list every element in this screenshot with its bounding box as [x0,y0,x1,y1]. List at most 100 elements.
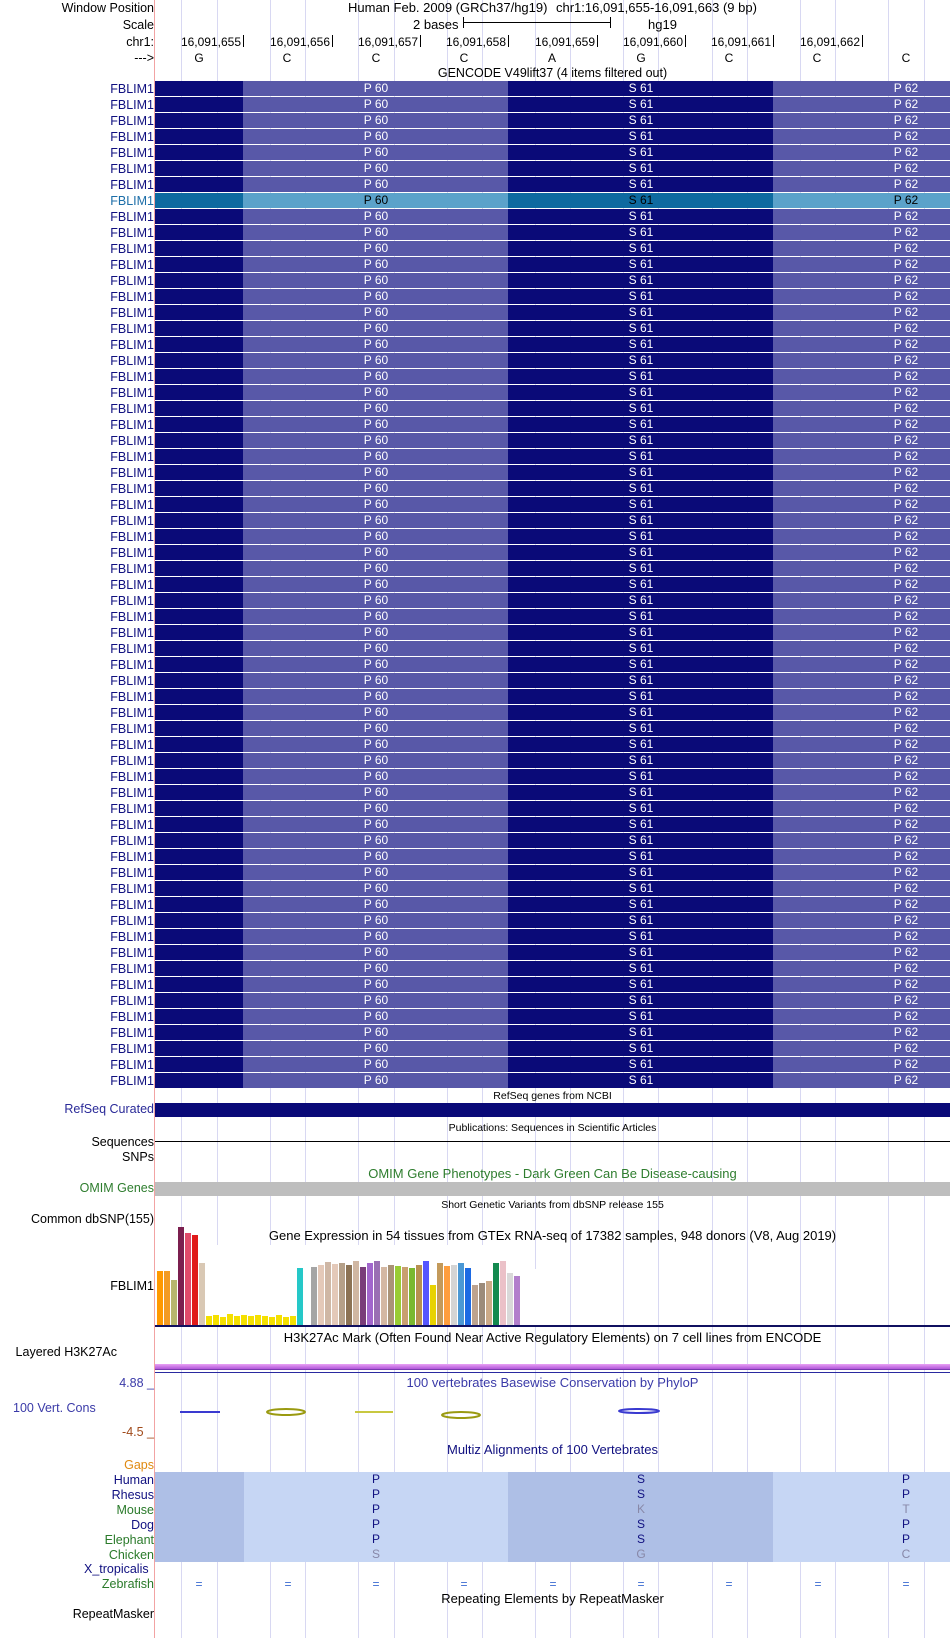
gencode-transcript-row[interactable]: P 60 S 61 P 62 [155,545,950,560]
codon-block[interactable] [773,305,950,320]
multiz-species-label[interactable]: Chicken [108,1548,154,1562]
codon-block[interactable] [508,273,773,288]
codon-block[interactable] [508,1041,773,1056]
gtex-tissue-bar[interactable] [192,1235,198,1325]
gencode-row-label[interactable]: FBLIM1 [110,689,154,704]
codon-block[interactable] [243,897,508,912]
codon-block[interactable] [773,209,950,224]
gencode-row-label[interactable]: FBLIM1 [110,481,154,496]
codon-block[interactable] [773,1057,950,1072]
codon-block[interactable] [773,993,950,1008]
codon-block[interactable] [773,129,950,144]
gencode-transcript-row[interactable]: P 60 S 61 P 62 [155,177,950,192]
codon-block[interactable] [155,337,244,352]
codon-block[interactable] [508,321,773,336]
codon-block[interactable] [508,769,773,784]
codon-block[interactable] [508,1073,773,1088]
codon-block[interactable] [773,593,950,608]
gtex-tissue-bar[interactable] [255,1315,261,1325]
gencode-transcript-row[interactable]: P 60 S 61 P 62 [155,721,950,736]
codon-block[interactable] [155,209,244,224]
gencode-row-label[interactable]: FBLIM1 [110,497,154,512]
gencode-transcript-row[interactable]: P 60 S 61 P 62 [155,865,950,880]
multiz-title[interactable]: Multiz Alignments of 100 Vertebrates [446,1442,658,1457]
gencode-transcript-row[interactable]: P 60 S 61 P 62 [155,801,950,816]
gtex-tissue-bar[interactable] [542,1271,548,1325]
codon-block[interactable] [243,609,508,624]
conservation-title[interactable]: 100 vertebrates Basewise Conservation by… [406,1375,699,1390]
codon-block[interactable] [508,513,773,528]
codon-block[interactable] [155,1025,244,1040]
codon-block[interactable] [155,721,244,736]
codon-block[interactable] [773,257,950,272]
codon-block[interactable] [243,849,508,864]
codon-block[interactable] [773,273,950,288]
codon-block[interactable] [243,769,508,784]
codon-block[interactable] [155,689,244,704]
codon-block[interactable] [773,721,950,736]
gencode-row-label[interactable]: FBLIM1 [110,609,154,624]
gencode-transcript-row[interactable]: P 60 S 61 P 62 [155,225,950,240]
codon-block[interactable] [243,433,508,448]
gencode-transcript-row[interactable]: P 60 S 61 P 62 [155,1073,950,1088]
codon-block[interactable] [243,929,508,944]
gencode-row-label[interactable]: FBLIM1 [110,449,154,464]
gencode-transcript-row[interactable]: P 60 S 61 P 62 [155,417,950,432]
gtex-tissue-bar[interactable] [367,1263,373,1325]
gtex-tissue-bar[interactable] [416,1265,422,1325]
gtex-tissue-bar[interactable] [199,1263,205,1325]
codon-block[interactable] [155,529,244,544]
codon-block[interactable] [155,225,244,240]
multiz-species-label[interactable]: Human [113,1473,154,1487]
codon-block[interactable] [773,785,950,800]
codon-block[interactable] [243,625,508,640]
gencode-transcript-row[interactable]: P 60 S 61 P 62 [155,209,950,224]
gtex-tissue-bar[interactable] [276,1315,282,1325]
codon-block[interactable] [508,1009,773,1024]
gtex-tissue-bar[interactable] [171,1280,177,1325]
publications-label-snps[interactable]: SNPs [122,1150,154,1164]
gtex-tissue-bar[interactable] [479,1283,485,1325]
codon-block[interactable] [508,529,773,544]
gtex-tissue-bar[interactable] [283,1317,289,1325]
codon-block[interactable] [155,497,244,512]
codon-block[interactable] [155,897,244,912]
gencode-transcript-row[interactable]: P 60 S 61 P 62 [155,705,950,720]
codon-block[interactable] [508,641,773,656]
codon-block[interactable] [773,289,950,304]
gencode-row-label[interactable]: FBLIM1 [110,1041,154,1056]
gtex-title[interactable]: Gene Expression in 54 tissues from GTEx … [268,1228,837,1243]
codon-block[interactable] [773,177,950,192]
gencode-transcript-row[interactable]: P 60 S 61 P 62 [155,609,950,624]
gencode-row-label[interactable]: FBLIM1 [110,545,154,560]
codon-block[interactable] [243,337,508,352]
codon-block[interactable] [155,193,244,208]
gencode-row-label[interactable]: FBLIM1 [110,897,154,912]
codon-block[interactable] [243,353,508,368]
gencode-row-label[interactable]: FBLIM1 [110,561,154,576]
codon-block[interactable] [773,145,950,160]
codon-block[interactable] [243,577,508,592]
gtex-tissue-bar[interactable] [437,1263,443,1325]
codon-block[interactable] [243,1041,508,1056]
gtex-tissue-bar[interactable] [360,1267,366,1325]
gencode-transcript-row[interactable]: P 60 S 61 P 62 [155,913,950,928]
codon-block[interactable] [155,945,244,960]
codon-block[interactable] [155,289,244,304]
codon-block[interactable] [508,209,773,224]
codon-block[interactable] [155,1073,244,1088]
gencode-transcript-row[interactable]: P 60 S 61 P 62 [155,769,950,784]
codon-block[interactable] [243,881,508,896]
codon-block[interactable] [155,865,244,880]
codon-block[interactable] [243,241,508,256]
gtex-tissue-bar[interactable] [178,1227,184,1325]
codon-block[interactable] [508,481,773,496]
gencode-row-label[interactable]: FBLIM1 [110,81,154,96]
codon-block[interactable] [243,1073,508,1088]
codon-block[interactable] [243,801,508,816]
gencode-transcript-row[interactable]: P 60 S 61 P 62 [155,305,950,320]
codon-block[interactable] [155,97,244,112]
multiz-species-label[interactable]: Mouse [116,1503,154,1517]
gencode-row-label[interactable]: FBLIM1 [110,833,154,848]
codon-block[interactable] [508,369,773,384]
